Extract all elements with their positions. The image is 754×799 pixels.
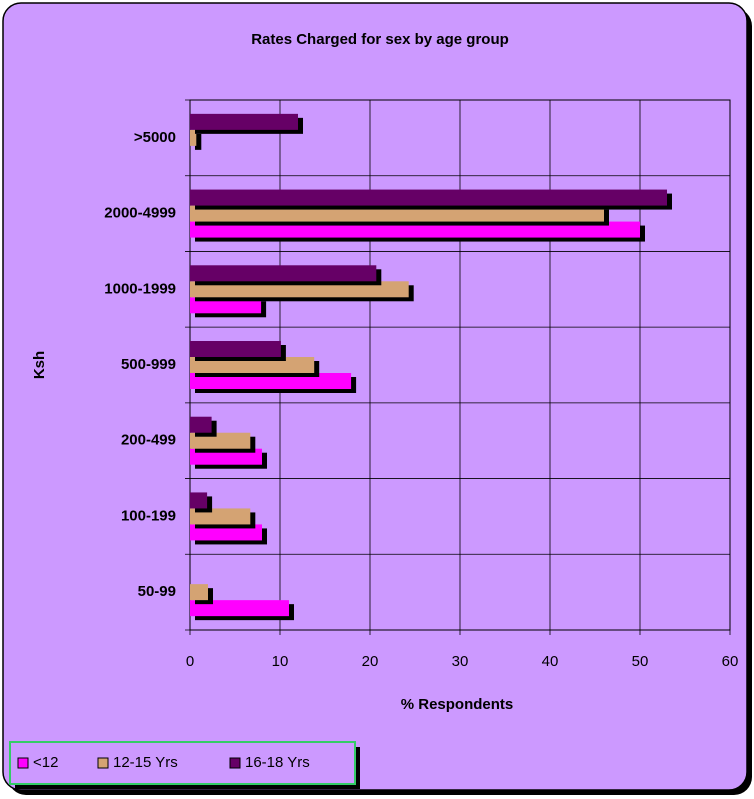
legend-label: <12 bbox=[33, 754, 58, 771]
bar bbox=[190, 492, 208, 509]
x-tick-label: 0 bbox=[186, 653, 194, 670]
bar bbox=[190, 416, 212, 433]
bar bbox=[190, 129, 197, 146]
x-tick-label: 20 bbox=[362, 653, 379, 670]
bar bbox=[190, 341, 281, 357]
y-axis-label: Ksh bbox=[31, 351, 48, 379]
bar bbox=[190, 600, 289, 617]
y-tick-label: 1000-1999 bbox=[104, 280, 176, 297]
y-tick-label: 50-99 bbox=[138, 583, 176, 600]
legend bbox=[9, 741, 356, 785]
legend-label: 12-15 Yrs bbox=[113, 754, 178, 771]
legend-swatch bbox=[97, 757, 109, 769]
x-axis-label: % Respondents bbox=[401, 696, 514, 713]
bar bbox=[190, 113, 298, 130]
y-tick-label: 100-199 bbox=[121, 507, 176, 524]
y-tick-label: 2000-4999 bbox=[104, 205, 176, 222]
y-tick-label: >5000 bbox=[134, 129, 176, 146]
x-tick-label: 50 bbox=[632, 653, 649, 670]
legend-swatch bbox=[17, 757, 29, 769]
chart-title: Rates Charged for sex by age group bbox=[251, 31, 509, 48]
x-tick-label: 10 bbox=[272, 653, 289, 670]
y-tick-label: 500-999 bbox=[121, 356, 176, 373]
bar bbox=[190, 189, 667, 206]
legend-label: 16-18 Yrs bbox=[245, 754, 310, 771]
x-tick-label: 40 bbox=[542, 653, 559, 670]
bar bbox=[190, 265, 377, 282]
x-tick-label: 30 bbox=[452, 653, 469, 670]
legend-swatch bbox=[229, 757, 241, 769]
bar bbox=[190, 584, 208, 601]
bar-shadow bbox=[195, 133, 202, 150]
y-tick-label: 200-499 bbox=[121, 432, 176, 449]
x-tick-label: 60 bbox=[722, 653, 739, 670]
